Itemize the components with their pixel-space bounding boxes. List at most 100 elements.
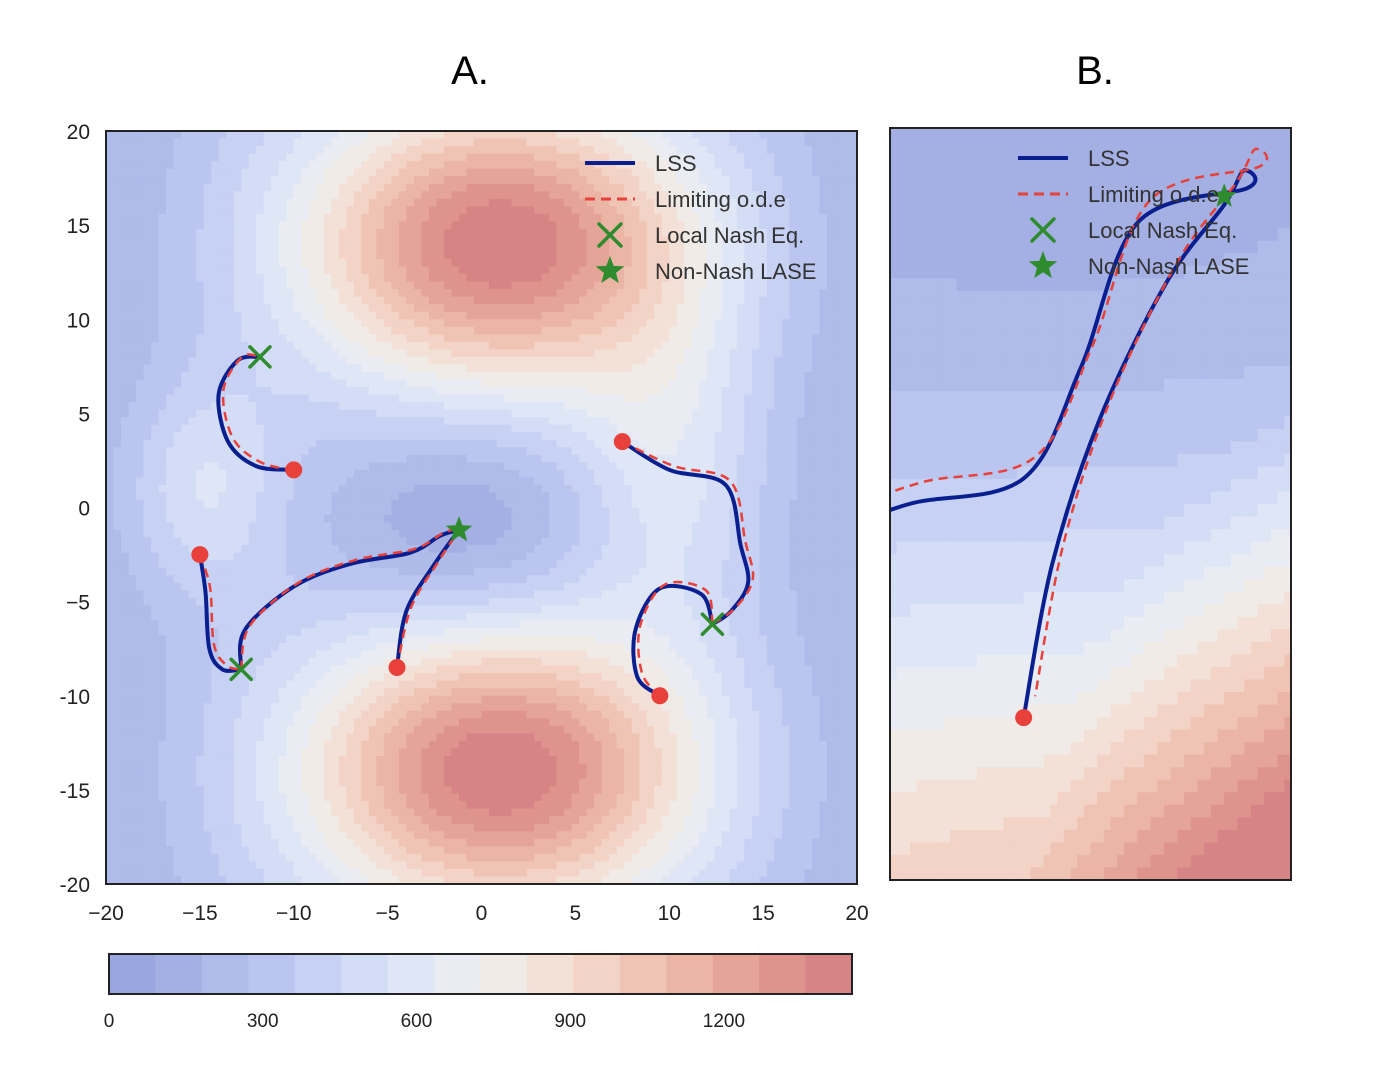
contour-cell xyxy=(218,816,227,825)
contour-cell xyxy=(458,703,468,712)
contour-cell xyxy=(473,605,483,614)
contour-cell xyxy=(218,198,227,207)
contour-cell xyxy=(196,213,205,222)
contour-cell xyxy=(353,725,362,734)
contour-cell xyxy=(353,643,362,652)
contour-cell xyxy=(211,530,220,539)
contour-cell xyxy=(368,153,377,162)
contour-cell xyxy=(211,198,220,207)
contour-cell xyxy=(421,755,430,765)
contour-cell xyxy=(436,801,445,810)
contour-cell xyxy=(353,138,362,147)
contour-cell xyxy=(143,326,152,335)
contour-cell xyxy=(263,868,272,878)
contour-cell xyxy=(398,643,407,652)
contour-cell xyxy=(316,146,325,155)
contour-cell xyxy=(173,876,182,884)
contour-cell xyxy=(158,236,167,245)
contour-cell xyxy=(436,371,445,381)
contour-cell xyxy=(293,537,302,546)
contour-cell xyxy=(323,620,332,629)
contour-cell xyxy=(413,153,423,162)
contour-cell xyxy=(121,507,130,516)
contour-cell xyxy=(338,612,347,622)
contour-cell xyxy=(128,771,137,780)
contour-cell xyxy=(331,462,340,471)
contour-cell xyxy=(293,680,302,689)
contour-cell xyxy=(398,778,407,787)
contour-cell xyxy=(301,680,310,689)
contour-cell xyxy=(361,349,370,358)
contour-cell xyxy=(136,402,145,411)
contour-cell xyxy=(436,710,445,719)
contour-cell xyxy=(203,356,212,366)
contour-cell xyxy=(428,612,438,622)
contour-cell xyxy=(353,552,362,561)
contour-cell xyxy=(211,665,220,674)
contour-cell xyxy=(451,274,460,283)
contour-cell xyxy=(136,176,145,185)
contour-cell xyxy=(398,409,407,418)
contour-cell xyxy=(121,876,130,884)
contour-cell xyxy=(233,499,242,509)
contour-cell xyxy=(256,801,265,810)
contour-cell xyxy=(226,236,235,245)
contour-cell xyxy=(136,432,145,441)
contour-cell xyxy=(286,560,295,569)
contour-cell xyxy=(173,560,182,569)
contour-cell xyxy=(256,530,265,539)
contour-cell xyxy=(458,296,468,305)
contour-cell xyxy=(271,424,280,433)
contour-cell xyxy=(181,259,190,268)
contour-cell xyxy=(158,221,167,230)
contour-cell xyxy=(398,522,407,531)
contour-cell xyxy=(143,454,152,463)
contour-cell xyxy=(278,499,287,509)
contour-cell xyxy=(248,499,257,509)
contour-cell xyxy=(413,176,423,185)
contour-cell xyxy=(398,755,407,765)
contour-cell xyxy=(293,755,302,765)
contour-cell xyxy=(301,801,310,810)
contour-cell xyxy=(286,590,295,599)
contour-cell xyxy=(308,650,317,659)
contour-cell xyxy=(406,131,415,140)
contour-cell xyxy=(346,447,355,456)
contour-cell xyxy=(263,176,272,185)
contour-cell xyxy=(128,680,137,689)
contour-cell xyxy=(136,462,145,471)
contour-cell xyxy=(421,643,430,652)
contour-cell xyxy=(158,868,167,878)
contour-cell xyxy=(188,853,197,863)
contour-cell xyxy=(188,243,197,253)
contour-cell xyxy=(413,838,423,847)
contour-cell xyxy=(391,371,400,381)
contour-cell xyxy=(436,545,445,554)
contour-cell xyxy=(256,537,265,546)
contour-cell xyxy=(473,161,483,170)
contour-cell xyxy=(188,537,197,546)
contour-cell xyxy=(383,590,392,599)
contour-cell xyxy=(413,243,423,253)
contour-cell xyxy=(128,161,137,170)
contour-cell xyxy=(188,236,197,245)
contour-cell xyxy=(458,680,468,689)
contour-cell xyxy=(248,590,257,599)
contour-cell xyxy=(301,153,310,162)
contour-cell xyxy=(286,695,295,704)
contour-cell xyxy=(158,567,167,576)
contour-cell xyxy=(316,545,325,554)
contour-cell xyxy=(218,643,227,652)
contour-cell xyxy=(323,153,332,162)
contour-cell xyxy=(158,831,167,840)
contour-cell xyxy=(233,454,242,463)
contour-cell xyxy=(181,643,190,652)
contour-cell xyxy=(173,379,182,388)
contour-cell xyxy=(376,168,385,177)
contour-cell xyxy=(383,176,392,185)
contour-cell xyxy=(391,567,400,576)
contour-cell xyxy=(211,612,220,622)
contour-cell xyxy=(353,771,362,780)
contour-cell xyxy=(383,703,392,712)
contour-cell xyxy=(233,838,242,847)
